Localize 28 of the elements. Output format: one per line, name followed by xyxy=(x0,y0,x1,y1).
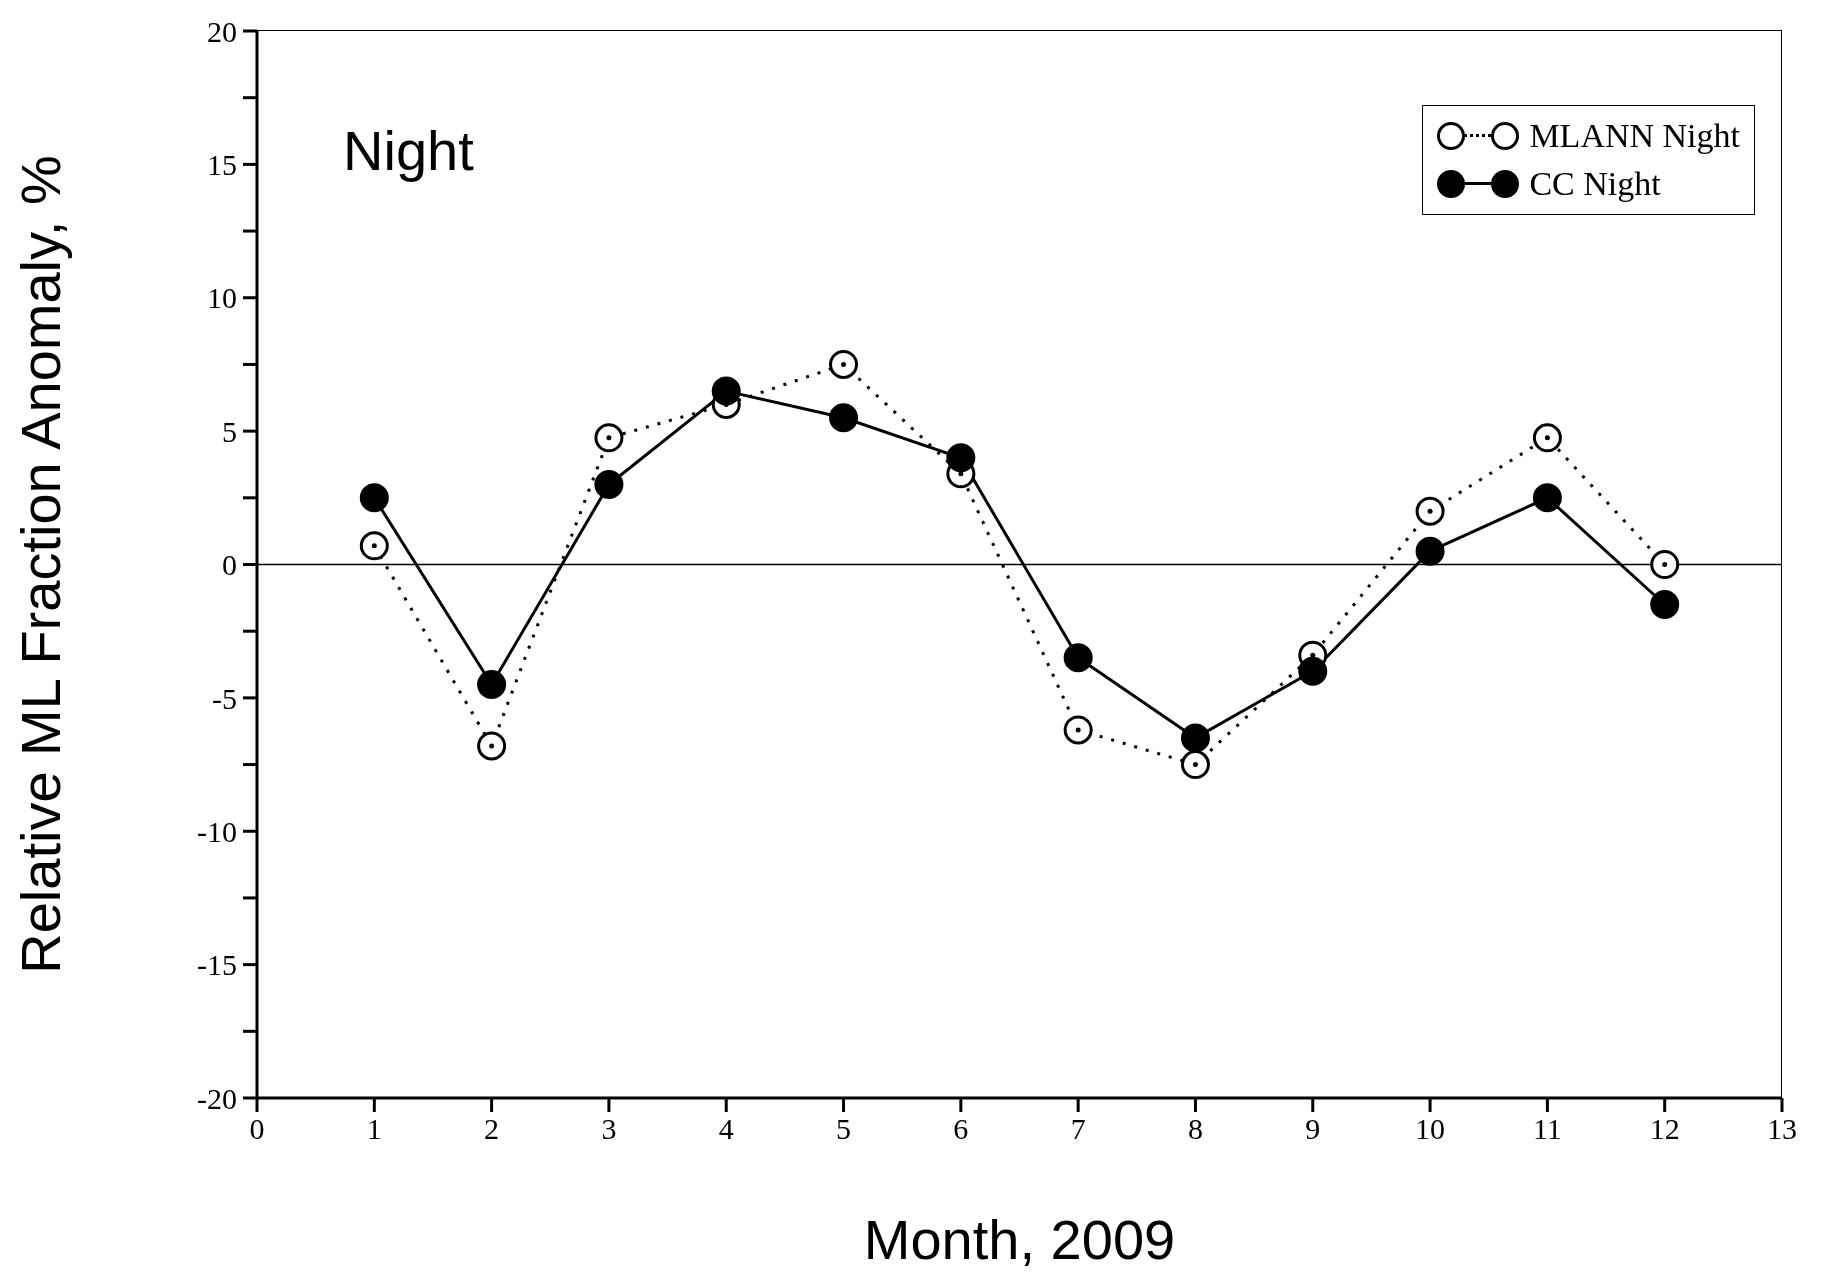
y-tick-label: 5 xyxy=(222,414,237,448)
x-tick-label: 8 xyxy=(1187,1112,1203,1146)
x-tick-label: 6 xyxy=(953,1112,969,1146)
x-tick-label: 2 xyxy=(484,1112,500,1146)
x-tick-label: 9 xyxy=(1305,1112,1321,1146)
x-tick-label: 5 xyxy=(836,1112,852,1146)
x-tick-label: 10 xyxy=(1415,1112,1446,1146)
x-tick-label: 12 xyxy=(1649,1112,1680,1146)
x-axis-title: Month, 2009 xyxy=(863,1208,1176,1271)
y-tick-label: -15 xyxy=(197,948,237,982)
x-tick-label: 0 xyxy=(249,1112,265,1146)
x-tick-label: 7 xyxy=(1070,1112,1086,1146)
x-tick-label: 3 xyxy=(601,1112,617,1146)
x-tick-label: 1 xyxy=(366,1112,382,1146)
y-tick-label: 15 xyxy=(207,148,237,182)
legend-label: MLANN Night xyxy=(1529,117,1740,155)
y-tick-label: 10 xyxy=(207,281,237,315)
y-tick-label: 20 xyxy=(207,14,237,48)
y-tick-label: -20 xyxy=(197,1081,237,1115)
y-tick-label: -5 xyxy=(212,681,237,715)
y-tick-label: -10 xyxy=(197,814,237,848)
x-tick-label: 4 xyxy=(718,1112,734,1146)
annotation: Night xyxy=(343,118,474,183)
legend-label: CC Night xyxy=(1529,165,1661,203)
y-axis-title: Relative ML Fraction Anomaly, % xyxy=(8,155,72,974)
x-tick-label: 11 xyxy=(1532,1112,1562,1146)
x-tick-label: 13 xyxy=(1767,1112,1797,1146)
y-tick-label: 0 xyxy=(222,548,237,582)
